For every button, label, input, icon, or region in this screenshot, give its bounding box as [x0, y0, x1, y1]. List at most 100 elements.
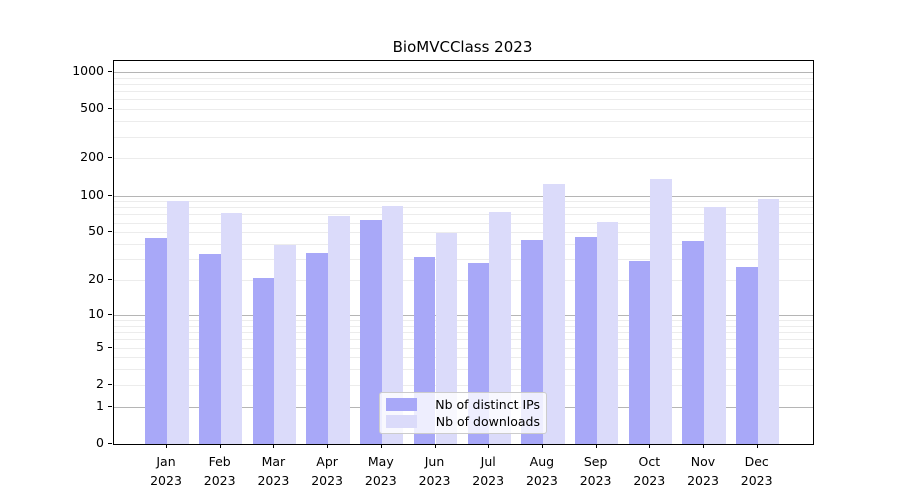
chart-title: BioMVCClass 2023: [392, 38, 533, 56]
gridline-minor: [114, 384, 813, 386]
gridline-minor: [114, 121, 813, 123]
y-tick: [108, 443, 112, 444]
x-tick: [541, 444, 543, 448]
x-tick-label: Mar 2023: [257, 454, 290, 488]
legend: Nb of distinct IPs Nb of downloads: [379, 392, 547, 434]
x-tick-label: Aug 2023: [525, 454, 558, 488]
legend-label-distinct-ips: Nb of distinct IPs: [435, 396, 540, 412]
y-tick-label: 100: [80, 186, 104, 202]
y-tick: [108, 313, 112, 315]
bar-distinct-ips-feb: [199, 254, 221, 444]
y-tick-label: 200: [80, 149, 104, 165]
gridline-minor: [114, 280, 813, 281]
bar-downloads-apr: [328, 216, 350, 444]
plot-area: Nb of distinct IPs Nb of downloads: [113, 60, 814, 445]
y-tick-label: 10: [88, 305, 104, 321]
y-tick-label: 500: [80, 100, 104, 116]
y-tick: [108, 231, 112, 233]
gridline-minor: [114, 259, 813, 261]
x-tick: [434, 444, 436, 448]
bar-downloads-jun: [435, 233, 458, 444]
x-tick-label: Nov 2023: [687, 454, 719, 488]
gridline-minor: [114, 222, 813, 224]
legend-swatch-distinct-ips: [386, 397, 417, 411]
y-tick-label: 5: [96, 338, 104, 354]
x-tick: [273, 444, 275, 448]
y-tick: [108, 383, 112, 385]
gridline-minor: [114, 77, 813, 79]
gridline-minor: [114, 201, 813, 203]
gridline-major: [114, 314, 813, 316]
x-tick-label: Oct 2023: [633, 454, 666, 488]
gridline-minor: [114, 99, 813, 101]
y-tick: [108, 405, 112, 407]
y-tick: [108, 70, 112, 72]
gridline-minor: [114, 244, 813, 245]
gridline-minor: [114, 109, 813, 111]
gridline-major: [114, 195, 813, 197]
legend-label-downloads: Nb of downloads: [435, 414, 540, 430]
x-tick: [488, 444, 490, 448]
bar-downloads-jan: [167, 201, 189, 444]
x-tick: [166, 444, 167, 448]
x-tick-label: Feb 2023: [203, 454, 236, 488]
y-tick-label: 50: [88, 223, 104, 239]
gridline-minor: [114, 357, 813, 359]
gridline-minor: [114, 320, 813, 321]
gridline-minor: [114, 207, 813, 209]
bar-distinct-ips-dec: [736, 266, 758, 444]
x-tick-label: Jul 2023: [472, 454, 505, 488]
gridline-minor: [114, 83, 813, 85]
y-tick-label: 2: [96, 375, 104, 391]
bar-distinct-ips-oct: [628, 260, 651, 444]
gridline-minor: [114, 325, 813, 327]
x-tick-label: Sep 2023: [579, 454, 612, 488]
bar-downloads-oct: [650, 179, 672, 444]
x-tick-label: Dec 2023: [740, 454, 773, 488]
x-tick: [219, 444, 221, 448]
bar-downloads-nov: [704, 206, 726, 444]
bar-downloads-mar: [274, 245, 297, 444]
y-tick: [108, 108, 112, 110]
bar-downloads-jul: [489, 211, 511, 444]
x-tick: [380, 444, 382, 448]
y-tick: [108, 157, 112, 159]
y-tick-label: 20: [88, 271, 104, 286]
y-tick: [108, 194, 112, 196]
x-tick: [703, 444, 704, 448]
bar-downloads-feb: [220, 212, 243, 444]
bar-distinct-ips-mar: [252, 277, 275, 444]
bar-distinct-ips-jan: [145, 237, 167, 444]
bar-downloads-aug: [542, 184, 565, 444]
legend-swatch-downloads: [386, 415, 417, 429]
y-tick: [108, 346, 112, 348]
gridline-minor: [114, 339, 813, 341]
x-tick-label: Jun 2023: [418, 454, 451, 488]
gridline-minor: [114, 214, 813, 216]
gridline-minor: [114, 91, 813, 93]
y-tick-label: 0: [96, 435, 104, 450]
x-tick-label: Jan 2023: [150, 454, 182, 488]
gridline-minor: [114, 369, 813, 371]
x-tick: [649, 444, 651, 448]
bar-distinct-ips-nov: [682, 241, 704, 444]
legend-entry-distinct-ips: Nb of distinct IPs: [386, 396, 540, 413]
gridline-minor: [114, 332, 813, 333]
x-tick-label: Apr 2023: [311, 454, 343, 488]
y-tick-label: 1000: [72, 62, 104, 78]
gridline-minor: [114, 158, 813, 160]
gridline-minor: [114, 347, 813, 349]
x-tick: [756, 444, 758, 448]
bar-distinct-ips-may: [360, 220, 382, 444]
bar-downloads-sep: [596, 221, 619, 444]
bar-distinct-ips-apr: [306, 252, 329, 444]
gridline-major: [114, 71, 813, 73]
gridline-minor: [114, 136, 813, 138]
x-tick: [327, 444, 329, 448]
bar-distinct-ips-sep: [574, 236, 597, 444]
gridline-minor: [114, 232, 813, 234]
y-tick-label: 1: [96, 397, 104, 413]
bar-downloads-dec: [757, 199, 780, 444]
x-tick-label: May 2023: [364, 454, 397, 488]
